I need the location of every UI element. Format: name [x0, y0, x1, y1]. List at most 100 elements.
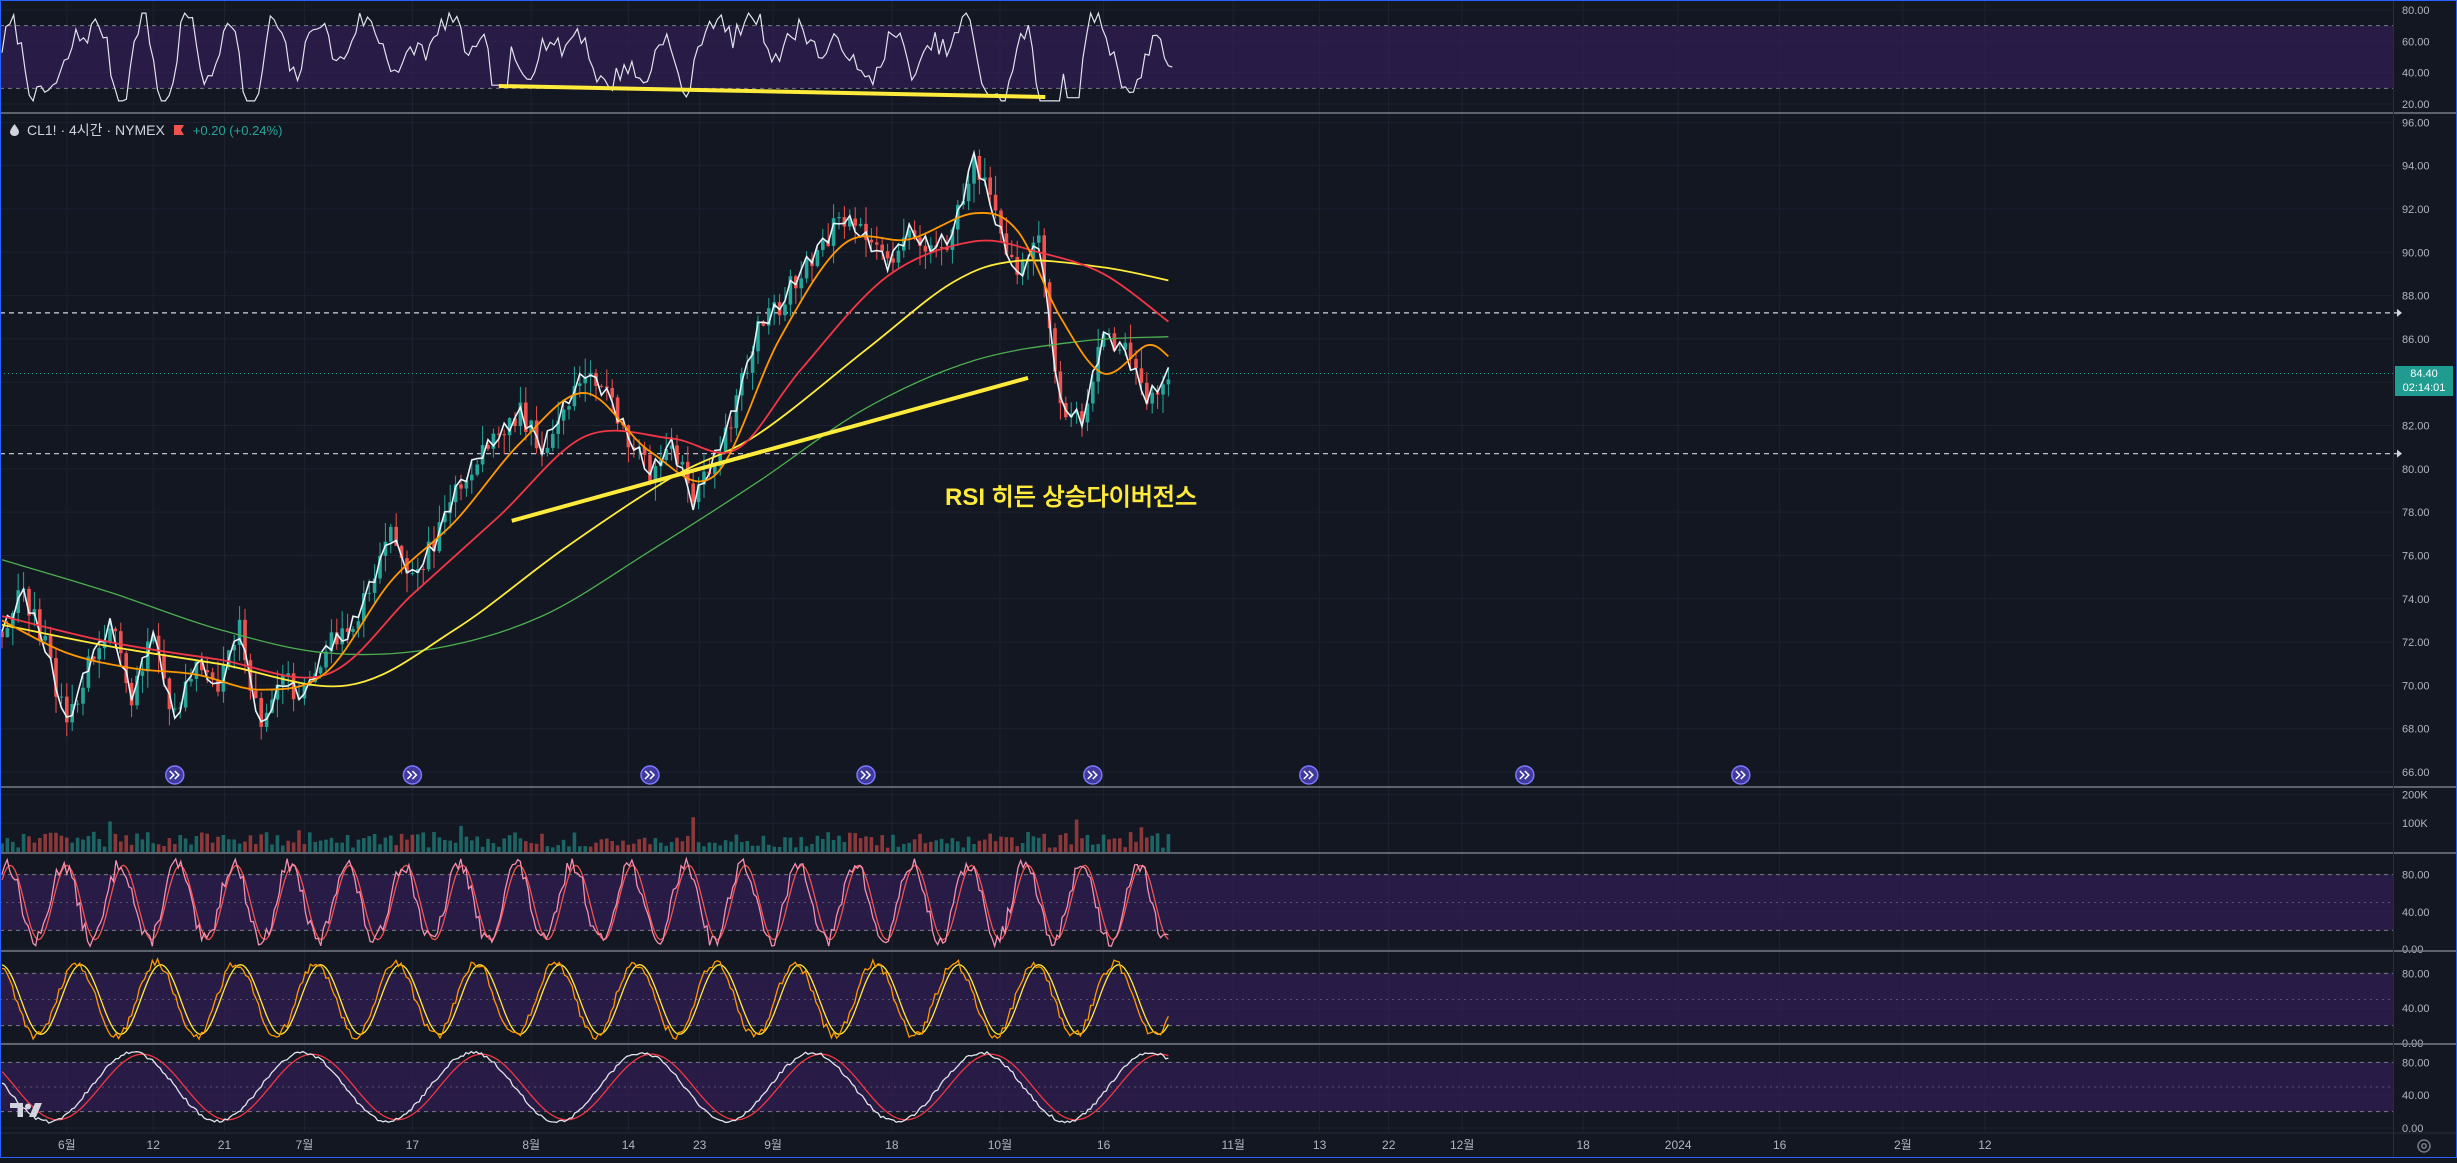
volume-bar [5, 838, 10, 852]
volume-bar [216, 836, 220, 852]
volume-bar [437, 837, 442, 852]
x-tick-label: 11월 [1221, 1138, 1245, 1152]
candle-body [194, 661, 199, 679]
oscillator-line[interactable] [1, 856, 1169, 949]
volume-bar [205, 833, 209, 852]
candle-body [907, 230, 911, 238]
candle-body [286, 673, 290, 676]
volume-bar [480, 846, 485, 852]
tradingview-logo-icon[interactable] [10, 1102, 44, 1118]
volume-bar [1031, 836, 1036, 852]
volume-bar [983, 839, 987, 852]
volume-panel[interactable]: 200K 100K [0, 789, 2457, 854]
candle-body [929, 245, 933, 252]
rsi-panel[interactable]: 80.00 60.00 40.00 20.00 [0, 5, 2457, 114]
rsi-line[interactable] [1, 11, 1173, 103]
volume-bar [729, 841, 733, 852]
volume-bar [1080, 838, 1084, 852]
volume-bar [1145, 837, 1149, 852]
event-marker-icon[interactable] [856, 765, 876, 785]
candle-body [993, 194, 998, 211]
volume-bar [648, 844, 652, 852]
candle-body [140, 671, 145, 676]
volume-bar [383, 837, 388, 852]
volume-bar [767, 844, 771, 852]
candle-body [848, 218, 852, 227]
candle-body [1101, 333, 1106, 347]
volume-bar [43, 833, 47, 852]
volume-bar [858, 838, 863, 852]
volume-bar [972, 844, 976, 852]
candle-body [945, 247, 949, 250]
candle-body [432, 541, 436, 552]
candle-body [999, 210, 1003, 234]
candle-body [821, 240, 825, 251]
candle-body [389, 526, 393, 542]
price-divergence-line[interactable] [511, 375, 1029, 523]
oscillator-line[interactable] [1, 1050, 1169, 1124]
candle-body [853, 218, 857, 226]
volume-bars[interactable] [0, 817, 1171, 852]
candle-body [648, 455, 652, 482]
divergence-annotation[interactable]: RSI 히든 상승다이버전스 [945, 484, 1197, 511]
overbought-oversold-band [0, 874, 2393, 931]
candle-body [324, 651, 328, 668]
oscillator-line[interactable] [1, 957, 1169, 1041]
flag-icon[interactable] [173, 125, 185, 135]
volume-bar [675, 837, 679, 852]
event-marker-icon[interactable] [1083, 765, 1103, 785]
volume-bar [615, 845, 620, 852]
event-marker-icon[interactable] [1515, 765, 1535, 785]
volume-bar [723, 840, 728, 852]
volume-bar [988, 833, 992, 852]
rsi-divergence-line[interactable] [498, 83, 1046, 99]
time-axis[interactable]: 6월 12 21 7월 17 8월 14 23 9월 18 10월 16 11월 13 22 12월 18 202… [58, 1138, 1992, 1152]
volume-bar [599, 839, 604, 852]
x-tick-label: 7월 [296, 1138, 314, 1152]
volume-bar [534, 843, 539, 852]
ma-long-line[interactable] [1, 336, 1169, 656]
volume-bar [826, 832, 830, 852]
volume-bar [783, 837, 787, 852]
price-panel[interactable]: 96.0094.0092.0090.0088.0086.0084.0082.00… [0, 117, 2457, 788]
ma-fast-line[interactable] [1, 212, 1169, 691]
candle-body [1112, 333, 1117, 351]
y-tick-label: 80.00 [2402, 5, 2430, 17]
candle-body [329, 632, 334, 652]
signal-line[interactable] [1, 1053, 1169, 1121]
y-tick-label: 88.00 [2402, 291, 2430, 303]
event-marker-icon[interactable] [640, 765, 660, 785]
candle-body [1161, 384, 1165, 395]
event-marker-icon[interactable] [1299, 765, 1319, 785]
candle-body [491, 433, 496, 449]
volume-bar [108, 821, 112, 852]
event-marker-icon[interactable] [402, 765, 423, 785]
volume-bar [1150, 835, 1154, 852]
oscillator-panel-1[interactable]: 80.00 40.00 0.00 [0, 856, 2457, 956]
close-line[interactable] [1, 149, 1170, 723]
oscillator-panel-3[interactable]: 80.00 40.00 0.00 [0, 1050, 2430, 1136]
event-marker-icon[interactable] [1731, 765, 1751, 785]
ma-mid-line[interactable] [1, 239, 1169, 679]
level-arrow-icon [2397, 449, 2402, 458]
ma-slow-line[interactable] [1, 259, 1169, 688]
event-marker-icon[interactable] [165, 765, 185, 785]
volume-bar [221, 834, 226, 852]
volume-bar [794, 847, 798, 852]
volume-bar [470, 840, 474, 852]
candle-body [880, 244, 884, 252]
symbol-legend[interactable]: CL1! · 4시간 · NYMEX +0.20 (+0.24%) [10, 120, 282, 140]
gear-icon[interactable] [2416, 1138, 2432, 1154]
candle-body [75, 703, 80, 705]
y-tick-label: 68.00 [2402, 724, 2430, 736]
signal-line[interactable] [1, 964, 1169, 1035]
volume-bar [1058, 834, 1063, 852]
candle-body [572, 385, 577, 407]
candle-body [362, 593, 366, 622]
candle-body [1085, 403, 1090, 423]
candle-body [680, 461, 685, 465]
candle-body [254, 690, 258, 698]
